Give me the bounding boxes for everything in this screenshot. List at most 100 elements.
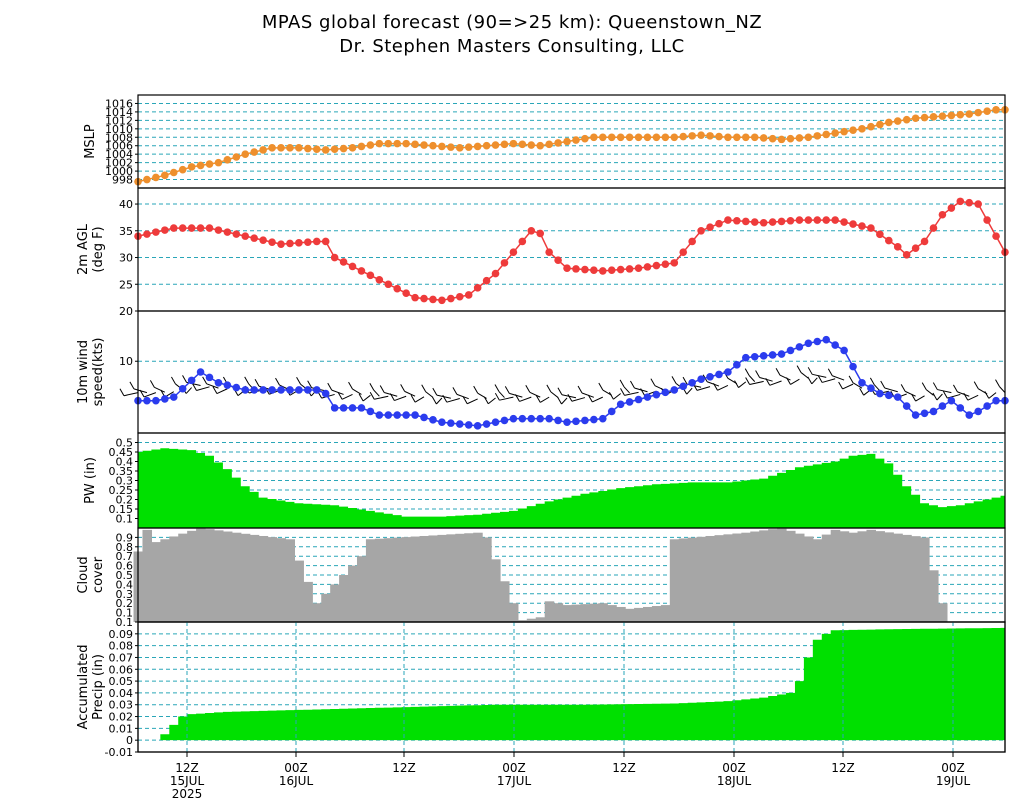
mslp-point xyxy=(974,108,982,117)
wind-barb xyxy=(206,383,219,389)
cloud-bar xyxy=(660,605,671,622)
wind-point xyxy=(464,421,473,429)
xtick-time: 12Z xyxy=(612,761,636,775)
ytick-label: 0.5 xyxy=(116,437,134,450)
mslp-point xyxy=(992,105,1000,114)
temp-point xyxy=(366,271,375,280)
wind-barb-feather xyxy=(650,378,656,386)
mslp-point xyxy=(545,140,553,149)
panel-temp: 20 25 30 35 40 2m AGL(deg F) xyxy=(76,187,1009,318)
ytick-label: 0.4 xyxy=(116,456,134,469)
wind-point xyxy=(858,378,866,387)
mslp-point xyxy=(813,132,822,140)
cloud-bar xyxy=(392,537,403,622)
cloud-bar xyxy=(803,536,814,622)
mslp-point xyxy=(706,132,714,140)
temp-point xyxy=(268,238,276,246)
temp-point xyxy=(706,223,714,232)
wind-point xyxy=(974,407,982,416)
temp-point xyxy=(661,260,670,269)
wind-point xyxy=(473,422,482,430)
wind-barb-feather xyxy=(307,380,313,389)
wind-point xyxy=(250,386,258,394)
wind-barb-feather xyxy=(755,370,761,378)
cloud-bar xyxy=(374,538,385,622)
wind-barb-feather xyxy=(598,382,604,391)
xtick-time: 12Z xyxy=(175,761,199,775)
wind-barb xyxy=(456,393,469,400)
ytick-label: 0.3 xyxy=(116,475,134,488)
temp-point xyxy=(831,216,839,224)
wind-point xyxy=(295,386,303,394)
temp-point xyxy=(581,265,589,274)
temp-point xyxy=(143,230,151,238)
temp-point xyxy=(625,265,634,273)
cloud-bar xyxy=(777,528,787,622)
wind-barb xyxy=(624,391,639,396)
mslp-point xyxy=(536,141,545,150)
wind-point xyxy=(500,416,509,425)
wind-point xyxy=(715,370,723,379)
cloud-bar xyxy=(884,532,894,622)
wind-point xyxy=(482,420,491,428)
wind-barb xyxy=(623,386,630,394)
pw-ylabel: PW (in) xyxy=(83,457,98,504)
temp-point xyxy=(286,239,294,248)
temp-point xyxy=(241,232,250,240)
ytick-label: 0.07 xyxy=(109,651,134,664)
wind-barb xyxy=(529,391,541,398)
ytick-label: 25 xyxy=(119,278,133,291)
cloud-bar xyxy=(383,538,394,622)
wind-barb-feather xyxy=(620,388,625,396)
ytick-label: 0.1 xyxy=(116,513,134,526)
temp-point xyxy=(187,224,196,232)
wind-barb-feather xyxy=(942,390,948,399)
ytick-label: 1012 xyxy=(105,114,133,127)
ylabel-line: PW (in) xyxy=(83,457,98,504)
temp-point xyxy=(420,294,428,303)
wind-barb xyxy=(499,396,514,401)
temp-point xyxy=(500,259,509,267)
mslp-point xyxy=(643,133,652,142)
mslp-point xyxy=(348,144,357,152)
mslp-point xyxy=(741,133,750,142)
xtick-time: 12Z xyxy=(831,761,855,775)
wind-point xyxy=(152,396,160,405)
ytick-label: 0.1 xyxy=(116,616,134,629)
wind-point xyxy=(339,404,348,412)
mslp-point xyxy=(527,141,536,149)
temp-point xyxy=(598,267,607,275)
wind-point xyxy=(679,382,688,391)
cloud-bar xyxy=(517,620,528,622)
wind-point xyxy=(545,414,553,423)
wind-barb xyxy=(686,387,693,395)
mslp-point xyxy=(411,140,419,149)
cloud-bar xyxy=(580,604,590,622)
cloud-bar xyxy=(794,533,805,622)
wind-barb xyxy=(519,396,532,402)
temp-point xyxy=(697,226,705,235)
temp-point xyxy=(634,264,643,273)
mslp-point xyxy=(223,156,232,164)
wind-point xyxy=(268,386,276,394)
mslp-point xyxy=(804,133,813,142)
mslp-point xyxy=(616,133,625,142)
temp-point xyxy=(402,289,410,297)
ytick-label: 20 xyxy=(119,305,133,318)
wind-point xyxy=(768,351,777,359)
wind-barb-feather xyxy=(608,391,614,400)
wind-barb-feather xyxy=(358,393,364,402)
temp-point xyxy=(312,237,321,246)
wind-point xyxy=(393,411,402,419)
temp-point xyxy=(572,265,580,273)
wind-barb xyxy=(143,392,157,398)
cloud-bar xyxy=(741,532,751,622)
wind-barb xyxy=(738,381,747,388)
wind-barb-feather xyxy=(630,380,635,389)
wind-point xyxy=(375,411,384,419)
temp-point xyxy=(152,228,160,236)
xtick-year: 2025 xyxy=(172,787,203,800)
xtick-date: 17JUL xyxy=(497,774,532,788)
wind-barb-feather xyxy=(734,380,739,388)
wind-barb-feather xyxy=(995,379,1000,387)
